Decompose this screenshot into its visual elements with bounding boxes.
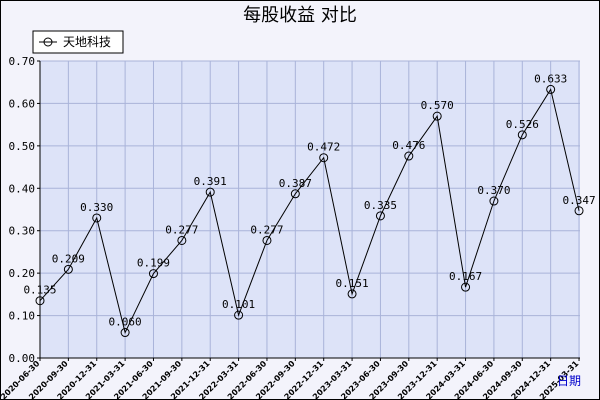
data-label: 0.101 [222,298,255,311]
data-label: 0.387 [279,177,312,190]
data-point-marker [489,196,499,206]
y-tick-label: 0.50 [9,140,36,153]
data-point-marker [177,235,187,245]
legend: 天地科技 [32,30,124,54]
data-point-marker [319,153,329,163]
data-point-marker [63,264,73,274]
legend-label: 天地科技 [63,35,111,49]
x-axis-label: 日期 [557,374,581,388]
data-label: 0.209 [52,252,85,265]
data-point-marker [205,187,215,197]
data-label: 0.633 [534,72,567,85]
x-tick-labels: 2020-06-302020-09-302020-12-312021-03-31… [0,359,581,400]
data-label: 0.570 [421,99,454,112]
data-point-marker [262,235,272,245]
data-points [35,84,584,338]
data-label: 0.347 [562,194,595,207]
data-label: 0.526 [506,118,539,131]
plot-area [40,61,580,358]
data-label: 0.277 [165,223,198,236]
data-point-marker [148,269,158,279]
data-point-marker [120,328,130,338]
y-tick-label: 0.00 [9,352,36,365]
y-tick-label: 0.40 [9,182,36,195]
data-label: 0.135 [23,284,56,297]
data-label: 0.472 [307,141,340,154]
y-tick-label: 0.60 [9,97,36,110]
series-line-layer [39,88,580,335]
data-label: 0.199 [137,257,170,270]
data-labels: 0.135 0.209 0.330 0.060 0.199 0.277 0.391 0.101… [23,72,595,328]
data-point-marker [234,310,244,320]
data-point-marker [347,289,357,299]
y-tick-label: 0.10 [9,310,36,323]
series-line [39,88,580,335]
data-point-marker [404,151,414,161]
data-point-marker [92,213,102,223]
data-point-marker [574,206,584,216]
y-tick-label: 0.70 [9,55,36,68]
data-point-marker [546,84,556,94]
data-label: 0.151 [336,277,369,290]
data-label: 0.277 [250,223,283,236]
data-label: 0.060 [109,316,142,329]
data-point-marker [461,282,471,292]
y-tick-label: 0.30 [9,225,36,238]
data-point-marker [375,211,385,221]
data-label: 0.391 [194,175,227,188]
data-label: 0.370 [477,184,510,197]
data-label: 0.476 [392,139,425,152]
y-tick-label: 0.20 [9,267,36,280]
y-tick-labels: 0.00 0.10 0.20 0.30 0.40 0.50 0.60 0.70 [9,55,36,365]
data-point-marker [517,130,527,140]
data-label: 0.167 [449,270,482,283]
data-point-marker [290,189,300,199]
axes [37,60,580,361]
data-label: 0.335 [364,199,397,212]
legend-marker-icon [43,37,53,47]
chart-title: 每股收益 对比 [243,5,357,26]
data-point-marker [35,296,45,306]
data-label: 0.330 [80,201,113,214]
data-point-marker [432,111,442,121]
legend-box [32,30,124,54]
